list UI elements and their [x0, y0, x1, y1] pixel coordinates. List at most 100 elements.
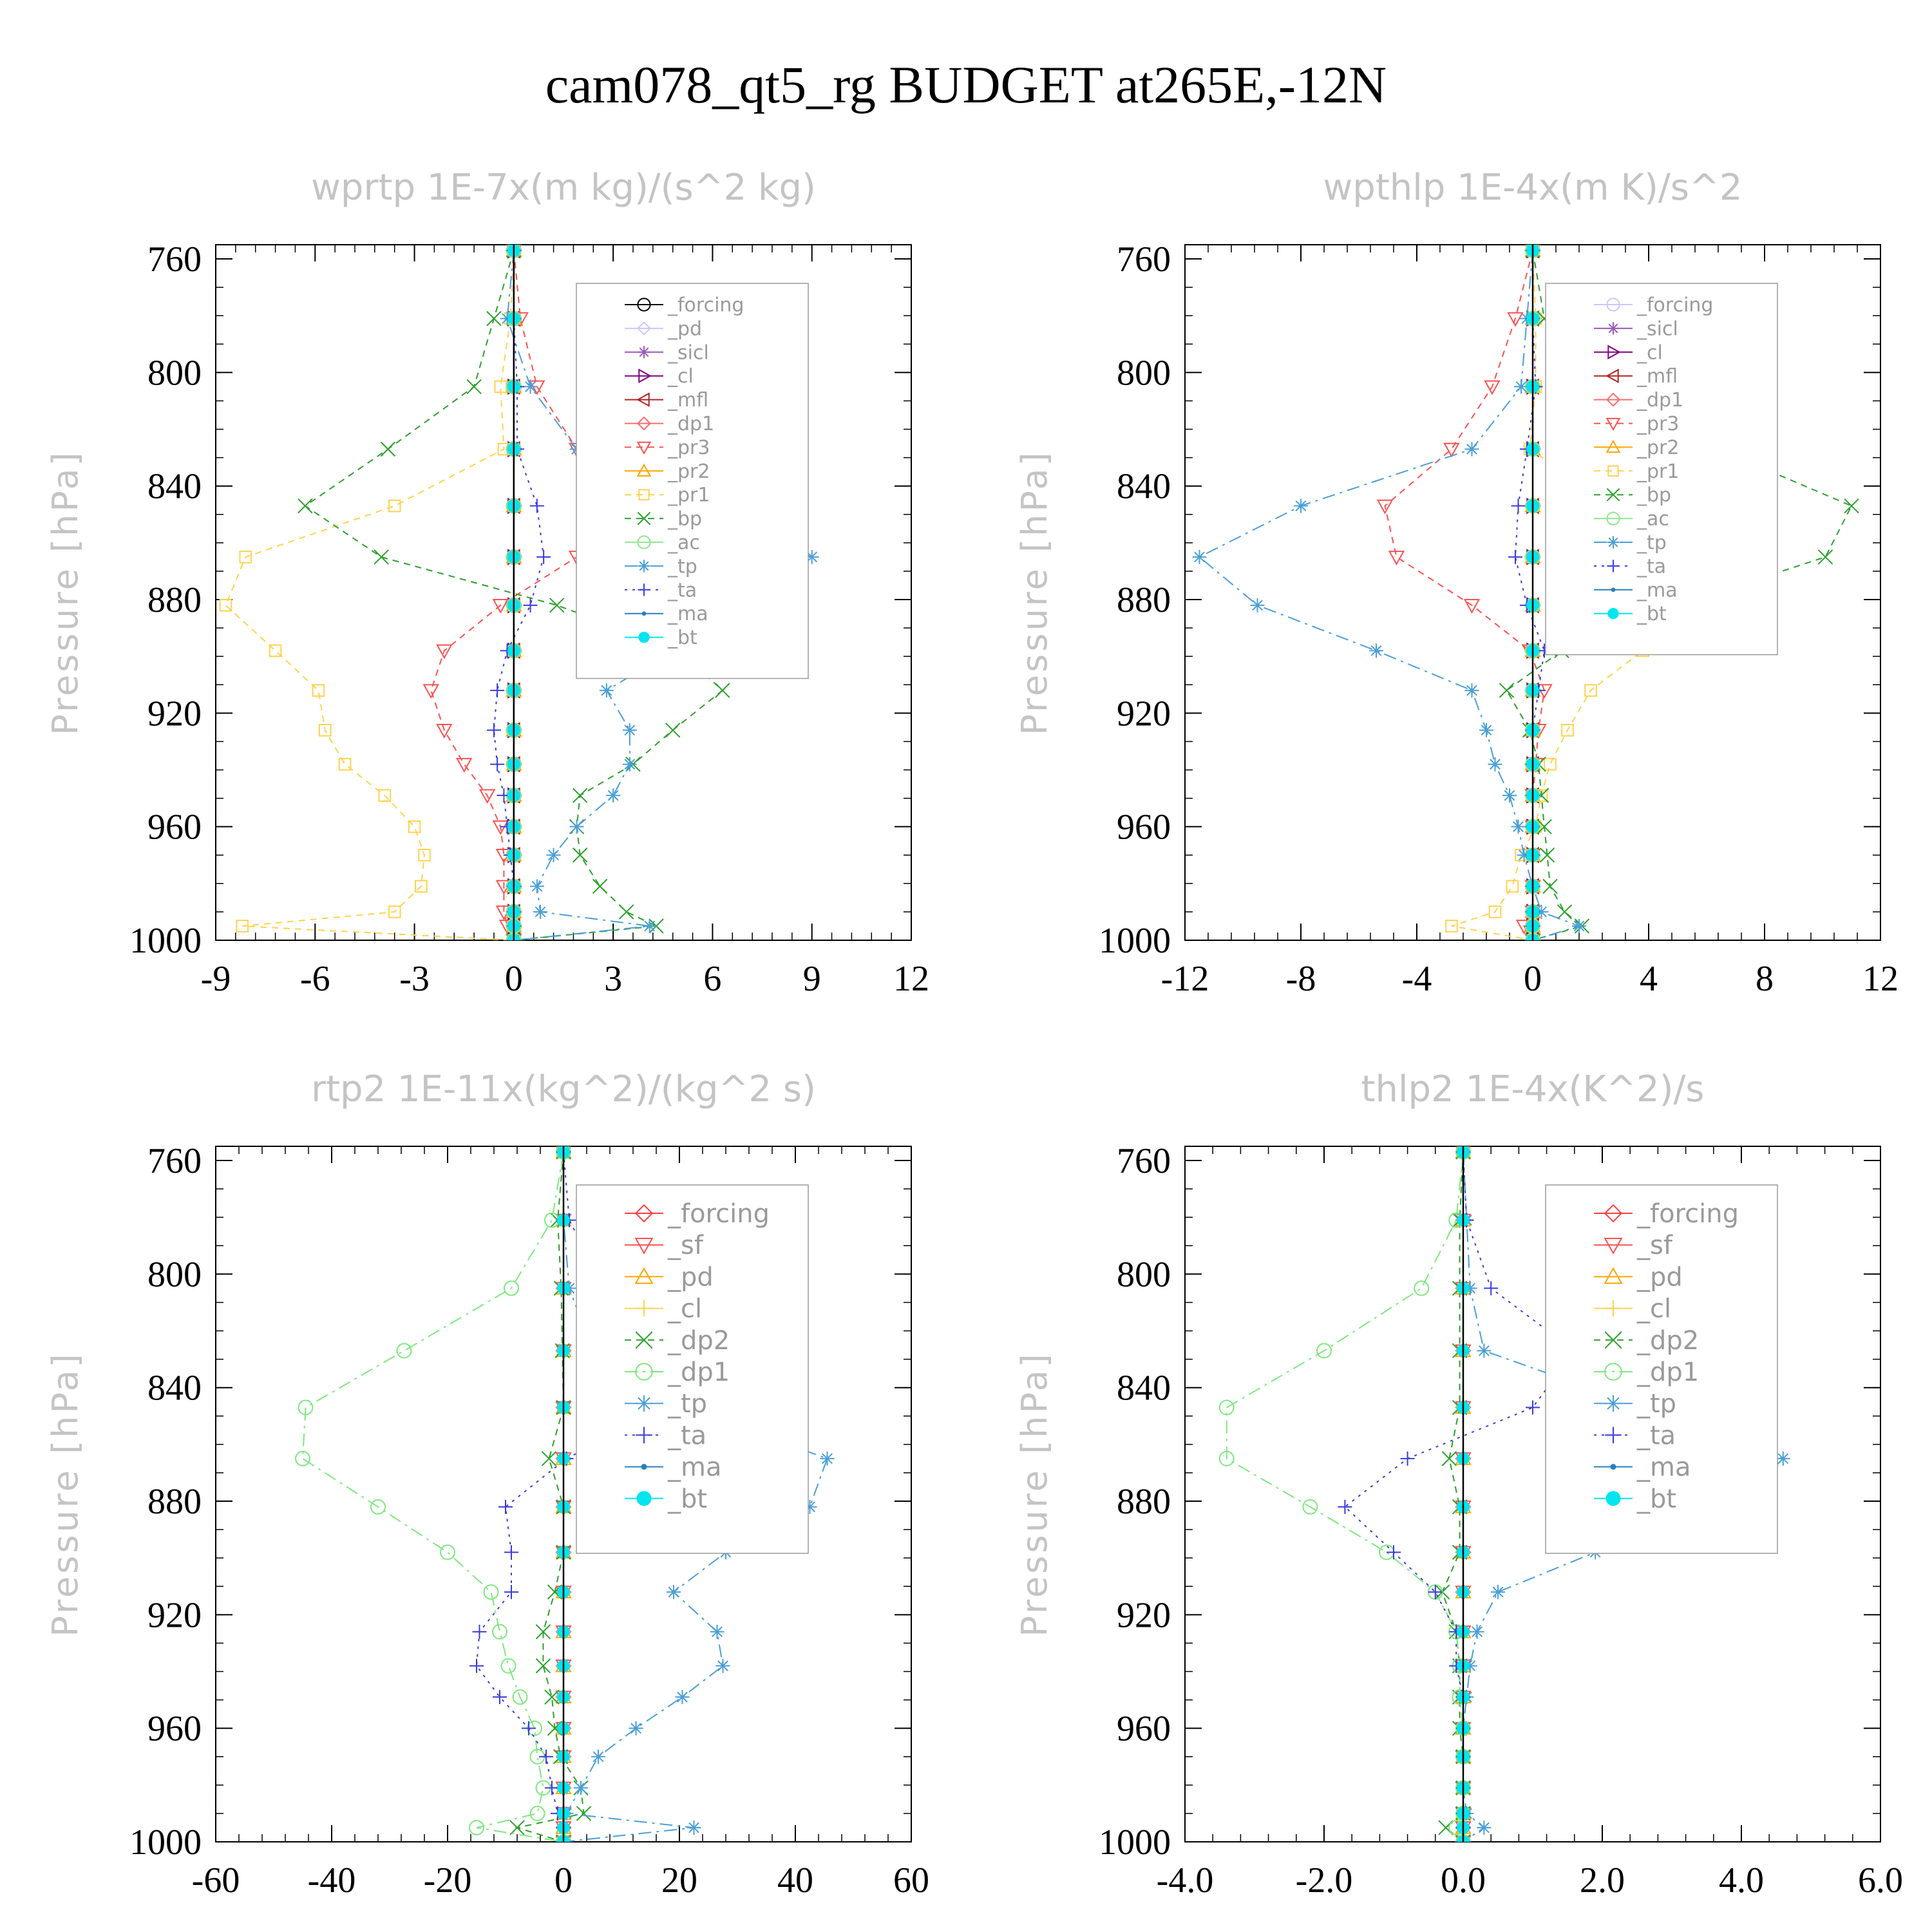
data-point: [1526, 1400, 1540, 1415]
data-point: [1542, 878, 1558, 894]
series-line: [493, 250, 545, 940]
data-point: [498, 1499, 513, 1514]
data-point: [472, 1624, 487, 1639]
legend-label: _pd: [667, 1262, 714, 1292]
x-tick-label: 0: [505, 959, 523, 999]
data-point: [487, 723, 501, 737]
y-tick-label: 840: [147, 1368, 202, 1408]
legend-label: _tp: [1636, 1389, 1676, 1419]
data-point: [490, 757, 505, 772]
data-point: [599, 683, 614, 698]
x-tick-label: -20: [424, 1861, 472, 1900]
legend-label: _cl: [1636, 1294, 1671, 1324]
data-point: [1376, 499, 1394, 515]
data-point: [636, 1426, 652, 1444]
x-tick-label: -8: [1286, 959, 1316, 999]
legend-label: _ma: [1636, 1453, 1690, 1482]
x-tick-label: -12: [1161, 959, 1209, 999]
x-tick-label: -40: [308, 1861, 356, 1900]
x-tick-label: 12: [1862, 959, 1899, 999]
data-point: [634, 1204, 654, 1223]
y-tick-label: 800: [1117, 1255, 1171, 1294]
data-point: [1605, 439, 1621, 453]
data-point: [1611, 587, 1616, 592]
y-tick-label: 920: [147, 1595, 202, 1635]
legend-label: _tp: [1636, 532, 1667, 554]
data-point: [418, 848, 431, 862]
x-tick-label: -9: [201, 959, 231, 999]
series-line: [1441, 1151, 1464, 1842]
data-point: [1604, 1204, 1623, 1223]
series-tp: [1192, 245, 1586, 940]
data-point: [396, 1343, 412, 1359]
data-point: [622, 757, 637, 772]
data-point: [1776, 1451, 1790, 1466]
data-point: [1607, 536, 1620, 549]
data-point: [1499, 683, 1515, 698]
data-point: [295, 1450, 310, 1466]
data-point: [1607, 322, 1620, 335]
legend-box: [1545, 1184, 1778, 1554]
data-point: [1606, 488, 1620, 502]
series-line: [1343, 1151, 1576, 1842]
data-point: [1607, 465, 1619, 477]
series-line: [225, 250, 515, 940]
data-point: [1572, 918, 1586, 933]
data-point: [1607, 345, 1621, 360]
series-line: [1463, 1151, 1785, 1842]
data-point: [569, 819, 584, 834]
data-point: [504, 1280, 519, 1296]
data-point: [490, 683, 505, 698]
plot-frame: [1184, 1146, 1881, 1842]
legend-label: _sicl: [1636, 317, 1678, 340]
legend-label: _cl: [667, 365, 694, 388]
y-axis-label: Pressure [hPa]: [1014, 1351, 1055, 1636]
data-point: [715, 1658, 730, 1673]
data-point: [619, 904, 634, 920]
legend-label: _sf: [667, 1231, 704, 1260]
data-point: [486, 310, 502, 327]
data-point: [804, 549, 819, 564]
data-point: [1218, 1399, 1235, 1416]
data-point: [641, 611, 647, 616]
legend-label: _pr3: [667, 437, 710, 459]
data-point: [1470, 1624, 1484, 1639]
legend-box: [576, 1184, 809, 1554]
data-point: [529, 1805, 545, 1821]
y-tick-label: 880: [147, 1482, 202, 1522]
data-point: [535, 1658, 551, 1674]
legend-label: _ma: [1636, 579, 1678, 601]
x-tick-label: 20: [661, 1861, 697, 1900]
data-point: [1388, 551, 1405, 565]
y-tick-label: 880: [1117, 1482, 1171, 1522]
data-point: [523, 379, 538, 394]
legend-label: _ac: [667, 532, 700, 554]
data-point: [1606, 511, 1620, 526]
data-point: [269, 644, 282, 658]
data-point: [522, 1721, 536, 1736]
y-tick-label: 840: [1117, 467, 1171, 507]
legend-label: _dp1: [667, 413, 714, 435]
data-point: [1463, 599, 1481, 614]
legend-label: _ma: [667, 1453, 721, 1482]
data-point: [549, 598, 565, 613]
data-point: [1536, 684, 1553, 699]
legend-label: _ac: [1636, 508, 1669, 531]
data-point: [436, 723, 453, 739]
y-tick-label: 800: [147, 353, 202, 393]
data-point: [1605, 1426, 1622, 1444]
data-point: [1463, 1658, 1477, 1673]
y-tick-label: 800: [1117, 353, 1171, 393]
data-point: [667, 1585, 681, 1600]
data-point: [483, 1584, 499, 1600]
data-point: [1488, 905, 1502, 918]
chart-panel-4: thlp2 1E-4x(K^2)/s Pressure [hPa] -4.0 -2.0…: [1014, 1068, 1903, 1900]
legend-label: _forcing: [1636, 294, 1713, 317]
series-dp1: [1218, 1146, 1471, 1842]
data-point: [1463, 1281, 1477, 1296]
legend-box: [1545, 283, 1778, 656]
data-point: [1508, 549, 1522, 564]
legend-label: _dp1: [1636, 389, 1683, 412]
series-line: [475, 1151, 687, 1842]
data-point: [1610, 1464, 1616, 1470]
